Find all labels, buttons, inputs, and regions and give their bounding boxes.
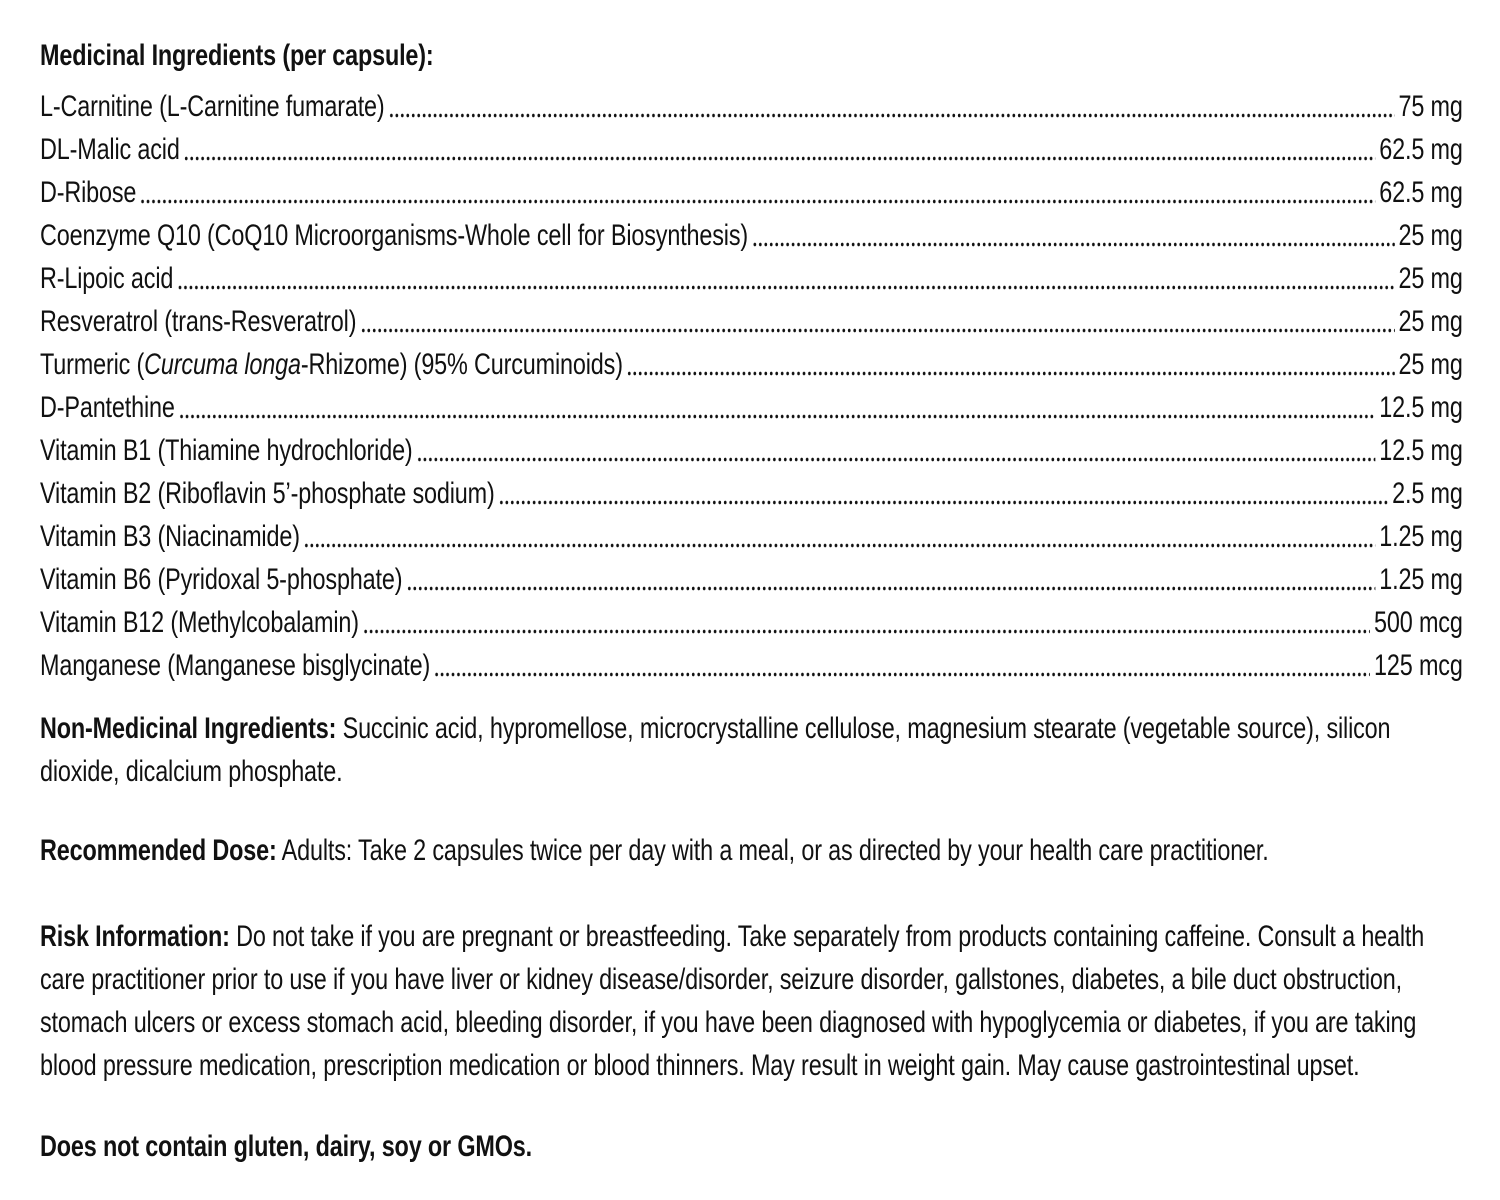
dot-leader	[416, 457, 1376, 462]
dot-leader	[362, 629, 1371, 634]
ingredient-row: L-Carnitine (L-Carnitine fumarate) 75 mg	[40, 85, 1463, 128]
ingredient-name: Vitamin B6 (Pyridoxal 5-phosphate)	[40, 563, 403, 596]
supplement-label: Medicinal Ingredients (per capsule): L-C…	[40, 34, 1463, 1168]
dot-leader	[434, 672, 1371, 677]
ingredient-name: L-Carnitine (L-Carnitine fumarate)	[40, 90, 385, 123]
ingredient-amount: 1.25 mg	[1379, 563, 1463, 596]
dot-leader	[360, 328, 1395, 333]
recommended-dose-label: Recommended Dose:	[40, 834, 277, 867]
ingredient-amount: 12.5 mg	[1379, 434, 1463, 467]
ingredient-row: D-Pantethine 12.5 mg	[40, 386, 1463, 429]
non-medicinal-text: Succinic acid, hypromellose, microcrysta…	[40, 712, 1391, 788]
dot-leader	[178, 414, 1376, 419]
ingredient-name: R-Lipoic acid	[40, 262, 174, 295]
ingredient-amount: 12.5 mg	[1379, 391, 1463, 424]
ingredient-name: Coenzyme Q10 (CoQ10 Microorganisms-Whole…	[40, 219, 749, 252]
risk-information-text: Do not take if you are pregnant or breas…	[40, 920, 1425, 1082]
ingredient-amount: 25 mg	[1398, 348, 1463, 381]
ingredient-name: DL-Malic acid	[40, 133, 180, 166]
ingredient-name: Manganese (Manganese bisglycinate)	[40, 649, 431, 682]
contains-statement: Does not contain gluten, dairy, soy or G…	[40, 1130, 532, 1163]
non-medicinal-paragraph: Non-Medicinal Ingredients: Succinic acid…	[40, 707, 1463, 793]
dot-leader	[177, 285, 1395, 290]
ingredient-name: D-Ribose	[40, 176, 137, 209]
ingredient-row: Vitamin B2 (Riboflavin 5’-phosphate sodi…	[40, 472, 1463, 515]
non-medicinal-label: Non-Medicinal Ingredients:	[40, 712, 337, 745]
dot-leader	[140, 199, 1376, 204]
ingredient-amount: 25 mg	[1398, 262, 1463, 295]
ingredient-row: Vitamin B6 (Pyridoxal 5-phosphate) 1.25 m…	[40, 558, 1463, 601]
dot-leader	[498, 500, 1389, 505]
ingredient-row: R-Lipoic acid 25 mg	[40, 257, 1463, 300]
ingredient-amount: 25 mg	[1398, 219, 1463, 252]
medicinal-ingredients-header: Medicinal Ingredients (per capsule):	[40, 39, 434, 72]
ingredient-amount: 62.5 mg	[1379, 176, 1463, 209]
ingredient-name: Resveratrol (trans-Resveratrol)	[40, 305, 357, 338]
ingredient-amount: 75 mg	[1398, 90, 1463, 123]
ingredient-row: Vitamin B3 (Niacinamide) 1.25 mg	[40, 515, 1463, 558]
ingredient-row: Turmeric (Curcuma longa-Rhizome) (95% Cu…	[40, 343, 1463, 386]
ingredient-amount: 25 mg	[1398, 305, 1463, 338]
ingredient-amount: 125 mcg	[1374, 649, 1463, 682]
ingredient-name: Vitamin B2 (Riboflavin 5’-phosphate sodi…	[40, 477, 495, 510]
risk-information-paragraph: Risk Information: Do not take if you are…	[40, 915, 1463, 1087]
ingredient-amount: 1.25 mg	[1379, 520, 1463, 553]
ingredient-row: Resveratrol (trans-Resveratrol) 25 mg	[40, 300, 1463, 343]
dot-leader	[406, 586, 1376, 591]
medicinal-ingredients-list: L-Carnitine (L-Carnitine fumarate) 75 mg D…	[40, 85, 1463, 687]
ingredient-name: Vitamin B1 (Thiamine hydrochloride)	[40, 434, 413, 467]
dot-leader	[388, 113, 1395, 118]
ingredient-row: Manganese (Manganese bisglycinate) 125 m…	[40, 644, 1463, 687]
ingredient-row: Vitamin B12 (Methylcobalamin) 500 mcg	[40, 601, 1463, 644]
dot-leader	[751, 242, 1395, 247]
ingredient-amount: 2.5 mg	[1392, 477, 1463, 510]
dot-leader	[183, 156, 1376, 161]
ingredient-name: Vitamin B3 (Niacinamide)	[40, 520, 300, 553]
ingredient-amount: 62.5 mg	[1379, 133, 1463, 166]
ingredient-row: Coenzyme Q10 (CoQ10 Microorganisms-Whole…	[40, 214, 1463, 257]
risk-information-label: Risk Information:	[40, 920, 230, 953]
ingredient-amount: 500 mcg	[1374, 606, 1463, 639]
ingredient-name: Turmeric (Curcuma longa-Rhizome) (95% Cu…	[40, 348, 623, 381]
recommended-dose-paragraph: Recommended Dose: Adults: Take 2 capsule…	[40, 829, 1463, 872]
ingredient-name: D-Pantethine	[40, 391, 175, 424]
dot-leader	[626, 371, 1395, 376]
ingredient-name: Vitamin B12 (Methylcobalamin)	[40, 606, 359, 639]
ingredient-row: DL-Malic acid 62.5 mg	[40, 128, 1463, 171]
ingredient-row: D-Ribose 62.5 mg	[40, 171, 1463, 214]
recommended-dose-text: Adults: Take 2 capsules twice per day wi…	[281, 834, 1269, 867]
dot-leader	[303, 543, 1376, 548]
ingredient-row: Vitamin B1 (Thiamine hydrochloride) 12.5…	[40, 429, 1463, 472]
